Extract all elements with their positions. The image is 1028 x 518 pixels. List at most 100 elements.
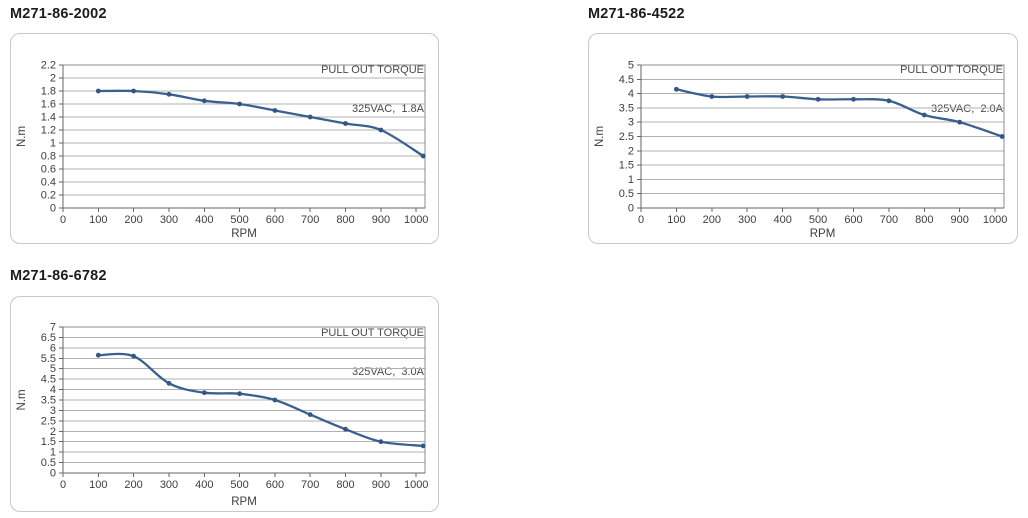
torque-chart-svg: 0 0.5 1 1.5 2 2.5 3 3.5 4 4.5 5 0 100 200 300 400 500 600… [594,60,1007,241]
y-tick-label: 1.6 [41,99,56,111]
y-tick-label: 1 [50,447,56,459]
data-point-marker [307,412,313,417]
x-tick-label: 500 [230,214,248,226]
x-tick-label: 800 [915,214,933,226]
plot-border [62,64,426,209]
data-point-marker [378,439,384,445]
x-tick-label: 300 [160,214,178,226]
y-tick-label: 2.5 [41,415,56,427]
data-point-marker [815,96,821,102]
y-tick-label: 4 [628,88,634,100]
data-point-marker [957,119,963,125]
x-tick-label: 100 [89,479,107,491]
x-tick-label: 700 [301,479,319,491]
x-tick-label: 500 [230,479,248,491]
data-point-marker [886,98,892,104]
chart-header: PULL OUT TORQUE 325VAC, 1.8A [321,38,424,142]
chart-header-line2: 325VAC, 2.0A [931,103,1003,115]
x-tick-label: 400 [195,479,213,491]
x-tick-label: 1000 [983,214,1007,226]
data-point-marker [343,426,348,432]
y-tick-label: 4.5 [41,374,56,386]
x-tick-label: 900 [951,214,969,226]
data-point-marker [378,127,384,133]
y-tick-label: 5.5 [41,353,56,365]
data-point-marker [201,390,207,396]
x-tick-label: 600 [266,479,284,491]
y-tick-label: 0.6 [41,164,56,176]
y-axis-title: N.m [594,126,606,147]
y-tick-label: 3 [628,117,634,129]
y-tick-label: 7 [50,322,56,334]
y-tick-label: 0.5 [41,457,56,469]
chart-panel-m271-86-6782: PULL OUT TORQUE 325VAC, 3.0A 0 0.5 1 1.5 2 2.… [10,296,439,512]
data-point-marker [420,443,426,449]
data-point-marker [201,98,207,104]
data-point-marker [851,96,856,102]
y-axis-title: N.m [16,389,28,410]
y-tick-label: 2.2 [41,60,56,72]
torque-curve [97,352,425,448]
y-tick-label: 2 [628,145,634,157]
x-tick-label: 0 [60,214,66,226]
x-tick-label: 900 [372,479,390,491]
x-tick-label: 500 [809,214,827,226]
y-tick-label: 0.8 [41,151,56,163]
torque-chart-svg: 00.20.40.60.811.21.41.61.822.20 100 200 300… [16,60,428,241]
y-tick-label: 6 [50,342,56,354]
y-tick-label: 6.5 [41,332,56,344]
y-tick-label: 2 [50,73,56,85]
chart-title-m271-86-4522: M271-86-4522 [588,6,685,22]
data-point-marker [237,101,243,107]
x-tick-label: 900 [372,214,390,226]
x-axis-title: RPM [810,228,836,240]
data-point-marker [921,112,927,118]
y-axis-title: N.m [16,126,28,147]
y-tick-label: 0 [50,468,56,480]
x-tick-label: 300 [160,479,178,491]
data-point-marker [999,134,1005,139]
y-tick-label: 5 [628,60,634,72]
x-tick-label: 800 [336,479,354,491]
x-axis-title: RPM [231,228,257,240]
torque-curve [675,88,1004,138]
y-tick-label: 1.2 [41,125,56,137]
x-tick-label: 200 [703,214,721,226]
data-point-marker [131,88,136,94]
y-tick-label: 0.2 [41,190,56,202]
x-tick-label: 700 [880,214,898,226]
data-point-marker [272,397,278,403]
x-tick-label: 100 [89,214,107,226]
y-tick-label: 2.5 [619,131,634,143]
x-tick-label: 600 [844,214,862,226]
chart-header-line1: PULL OUT TORQUE [900,64,1003,76]
y-tick-label: 1.5 [619,160,634,172]
chart-header-line2: 325VAC, 1.8A [352,103,424,115]
data-point-marker [420,153,426,159]
chart-title-m271-86-6782: M271-86-6782 [10,268,107,284]
x-tick-label: 300 [738,214,756,226]
x-tick-label: 600 [266,214,284,226]
data-point-marker [272,108,278,113]
y-tick-label: 5 [50,363,56,375]
x-tick-label: 100 [667,214,685,226]
x-tick-label: 200 [124,479,142,491]
y-tick-label: 0 [628,203,634,215]
x-tick-label: 1000 [404,214,428,226]
chart-header: PULL OUT TORQUE 325VAC, 2.0A [900,38,1003,142]
y-tick-label: 3 [50,405,56,417]
y-tick-label: 1.4 [41,112,56,124]
x-tick-label: 700 [301,214,319,226]
data-point-marker [166,380,172,386]
data-point-marker [95,352,101,358]
chart-header-line1: PULL OUT TORQUE [321,64,424,76]
y-tick-label: 4.5 [619,74,634,86]
y-tick-label: 1 [628,174,634,186]
y-tick-label: 0.5 [619,188,634,200]
data-point-marker [744,94,750,99]
data-point-marker [237,391,243,397]
x-tick-label: 200 [124,214,142,226]
x-tick-label: 0 [638,214,644,226]
data-point-marker [95,88,101,94]
x-tick-label: 400 [774,214,792,226]
